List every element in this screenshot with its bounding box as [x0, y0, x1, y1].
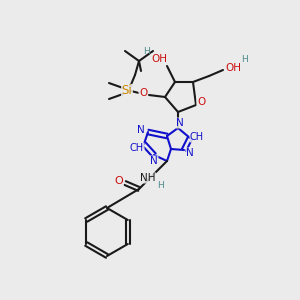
Text: O: O — [115, 176, 123, 186]
Text: H: H — [242, 56, 248, 64]
Text: O: O — [139, 88, 147, 98]
Text: N: N — [176, 118, 184, 128]
Text: OH: OH — [225, 63, 241, 73]
Text: H: H — [157, 181, 164, 190]
Text: N: N — [150, 156, 158, 166]
Text: Si: Si — [122, 85, 132, 98]
Text: CH: CH — [130, 143, 144, 153]
Text: O: O — [197, 97, 205, 107]
Text: H: H — [144, 47, 150, 56]
Text: NH: NH — [140, 173, 156, 183]
Text: CH: CH — [190, 132, 204, 142]
Text: OH: OH — [151, 54, 167, 64]
Text: N: N — [137, 125, 145, 135]
Text: N: N — [186, 148, 194, 158]
